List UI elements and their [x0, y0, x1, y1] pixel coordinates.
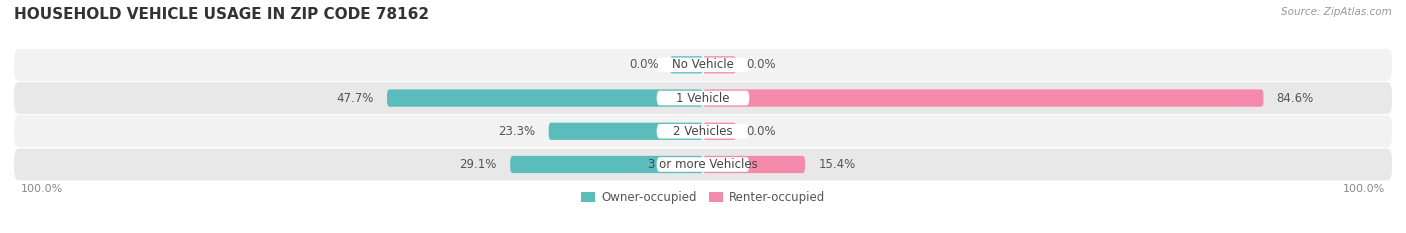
Text: 29.1%: 29.1%: [460, 158, 496, 171]
Text: 0.0%: 0.0%: [747, 58, 776, 71]
FancyBboxPatch shape: [703, 56, 737, 73]
FancyBboxPatch shape: [657, 58, 749, 72]
Text: 23.3%: 23.3%: [498, 125, 536, 138]
FancyBboxPatch shape: [510, 156, 703, 173]
FancyBboxPatch shape: [703, 89, 1264, 107]
FancyBboxPatch shape: [657, 157, 749, 172]
FancyBboxPatch shape: [14, 149, 1392, 180]
FancyBboxPatch shape: [657, 124, 749, 139]
FancyBboxPatch shape: [14, 82, 1392, 114]
FancyBboxPatch shape: [14, 115, 1392, 147]
FancyBboxPatch shape: [703, 156, 806, 173]
Legend: Owner-occupied, Renter-occupied: Owner-occupied, Renter-occupied: [581, 191, 825, 204]
Text: 100.0%: 100.0%: [21, 184, 63, 194]
Text: 2 Vehicles: 2 Vehicles: [673, 125, 733, 138]
Text: 1 Vehicle: 1 Vehicle: [676, 92, 730, 105]
FancyBboxPatch shape: [548, 123, 703, 140]
Text: 47.7%: 47.7%: [336, 92, 374, 105]
FancyBboxPatch shape: [669, 56, 703, 73]
FancyBboxPatch shape: [657, 91, 749, 105]
Text: 3 or more Vehicles: 3 or more Vehicles: [648, 158, 758, 171]
Text: 0.0%: 0.0%: [747, 125, 776, 138]
FancyBboxPatch shape: [14, 49, 1392, 81]
Text: 15.4%: 15.4%: [818, 158, 855, 171]
FancyBboxPatch shape: [387, 89, 703, 107]
Text: 0.0%: 0.0%: [630, 58, 659, 71]
Text: HOUSEHOLD VEHICLE USAGE IN ZIP CODE 78162: HOUSEHOLD VEHICLE USAGE IN ZIP CODE 7816…: [14, 7, 429, 22]
Text: 100.0%: 100.0%: [1343, 184, 1385, 194]
Text: 84.6%: 84.6%: [1277, 92, 1315, 105]
Text: No Vehicle: No Vehicle: [672, 58, 734, 71]
FancyBboxPatch shape: [703, 123, 737, 140]
Text: Source: ZipAtlas.com: Source: ZipAtlas.com: [1281, 7, 1392, 17]
